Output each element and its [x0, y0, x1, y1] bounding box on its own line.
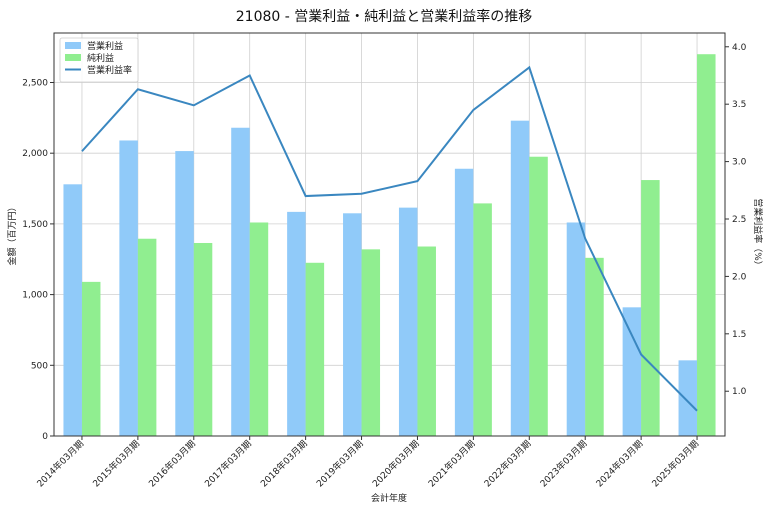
x-tick-label-0: 2014年03月期 [34, 438, 86, 490]
bar-operating-profit-4 [287, 211, 306, 436]
x-tick-label-8: 2022年03月期 [482, 438, 534, 490]
bar-net-profit-4 [305, 262, 325, 436]
y2-tick-label-0: 1.0 [732, 387, 747, 397]
legend-label-2: 営業利益率 [87, 64, 132, 76]
chart-title: 21080 - 営業利益・純利益と営業利益率の推移 [236, 8, 533, 25]
bar-net-profit-3 [249, 222, 269, 436]
rate-line [81, 65, 698, 412]
bar-net-profit-9 [585, 257, 604, 436]
bar-net-profit-10 [641, 180, 660, 436]
y-axis-right: 1.0 1.5 2.0 2.5 3.0 3.5 4.0 [725, 43, 747, 397]
y-tick-label-5: 2,500 [22, 78, 48, 88]
x-tick-label-9: 2023年03月期 [537, 438, 589, 490]
bar-net-profit-0 [81, 281, 101, 436]
y-axis-label: 金額（百万円） [6, 202, 18, 265]
bar-net-profit-1 [137, 238, 157, 436]
bar-operating-profit-3 [231, 127, 250, 436]
bar-net-profit-6 [417, 246, 436, 436]
bar-net-profit-2 [193, 242, 213, 436]
bar-operating-profit-1 [119, 140, 138, 436]
bar-operating-profit-2 [175, 151, 194, 436]
bar-net-profit-8 [529, 156, 548, 436]
y2-tick-label-2: 2.0 [732, 272, 747, 282]
y2-tick-label-6: 4.0 [732, 43, 747, 53]
plot-frame [53, 32, 726, 437]
y2-tick-label-4: 3.0 [732, 158, 747, 168]
bar-operating-profit-5 [343, 213, 362, 436]
x-tick-label-2: 2016年03月期 [146, 438, 198, 490]
y-tick-label-1: 500 [31, 361, 48, 371]
bars [63, 54, 716, 437]
x-tick-label-7: 2021年03月期 [426, 438, 478, 490]
x-tick-label-11: 2025年03月期 [649, 438, 701, 490]
legend-label-1: 純利益 [87, 52, 114, 64]
x-tick-label-3: 2017年03月期 [202, 438, 254, 490]
y-tick-label-3: 1,500 [22, 220, 48, 230]
y2-axis-label: 営業利益率（%） [752, 198, 764, 270]
legend-swatch-1 [65, 54, 81, 61]
bar-net-profit-5 [361, 249, 381, 436]
legend-swatch-0 [65, 42, 81, 49]
bar-net-profit-11 [697, 54, 716, 437]
bar-operating-profit-0 [63, 184, 82, 436]
y2-tick-label-3: 2.5 [732, 215, 746, 225]
x-tick-label-10: 2024年03月期 [593, 438, 645, 490]
line-operating-margin [81, 65, 698, 412]
x-axis: 2014年03月期 2015年03月期 2016年03月期 2017年03月期 2018… [34, 436, 701, 490]
bar-operating-profit-11 [678, 360, 698, 436]
legend-label-0: 営業利益 [87, 40, 123, 52]
y-tick-label-0: 0 [42, 432, 48, 442]
bar-operating-profit-9 [566, 222, 586, 436]
y-tick-label-2: 1,000 [22, 291, 48, 301]
bar-operating-profit-7 [454, 168, 474, 436]
x-axis-label: 会計年度 [371, 492, 407, 504]
x-tick-label-5: 2019年03月期 [314, 438, 366, 490]
bar-operating-profit-10 [622, 307, 642, 436]
bar-operating-profit-8 [510, 120, 530, 437]
y2-tick-label-5: 3.5 [732, 100, 746, 110]
y-tick-label-4: 2,000 [22, 149, 48, 159]
y-axis-left: 0 500 1,000 1,500 2,000 2,500 [22, 78, 54, 442]
x-tick-label-4: 2018年03月期 [258, 438, 310, 490]
x-tick-label-6: 2020年03月期 [370, 438, 422, 490]
y2-tick-label-1: 1.5 [732, 330, 746, 340]
bar-net-profit-7 [473, 203, 492, 436]
bar-operating-profit-6 [398, 207, 418, 436]
x-tick-label-1: 2015年03月期 [90, 438, 142, 490]
